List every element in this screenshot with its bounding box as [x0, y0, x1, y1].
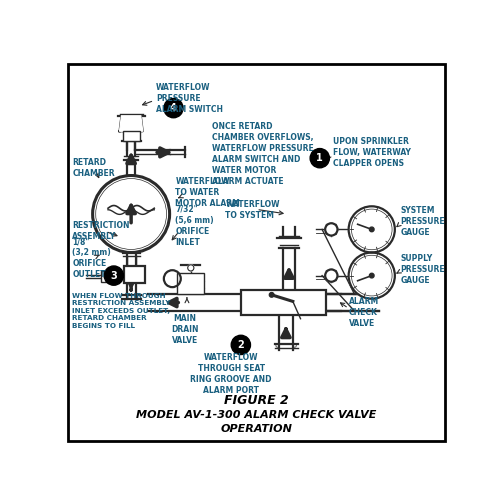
- Circle shape: [231, 336, 250, 354]
- Text: FIGURE 2: FIGURE 2: [224, 394, 288, 407]
- Text: 3: 3: [110, 270, 117, 280]
- Bar: [124, 266, 146, 283]
- Text: 7/32"
(5,6 mm)
ORIFICE
INLET: 7/32" (5,6 mm) ORIFICE INLET: [176, 204, 214, 246]
- Circle shape: [370, 227, 374, 232]
- Polygon shape: [120, 116, 142, 131]
- Text: OPERATION: OPERATION: [220, 424, 292, 434]
- Bar: [178, 273, 204, 294]
- Text: 1: 1: [316, 153, 323, 163]
- Text: 4: 4: [170, 103, 177, 113]
- Circle shape: [325, 223, 338, 235]
- Text: WATERFLOW
PRESSURE
ALARM SWITCH: WATERFLOW PRESSURE ALARM SWITCH: [156, 83, 223, 114]
- Circle shape: [188, 265, 194, 271]
- Text: WHEN FLOW THROUGH
RESTRICTION ASSEMBLY
INLET EXCEEDS OUTLET,
RETARD CHAMBER
BEGI: WHEN FLOW THROUGH RESTRICTION ASSEMBLY I…: [72, 293, 170, 329]
- Text: UPON SPRINKLER
FLOW, WATERWAY
CLAPPER OPENS: UPON SPRINKLER FLOW, WATERWAY CLAPPER OP…: [333, 137, 411, 168]
- Text: ONCE RETARD
CHAMBER OVERFLOWS,
WATERFLOW PRESSURE
ALARM SWITCH AND
WATER MOTOR
A: ONCE RETARD CHAMBER OVERFLOWS, WATERFLOW…: [212, 122, 314, 186]
- Bar: [241, 290, 326, 315]
- Circle shape: [348, 206, 395, 252]
- Text: WATERFLOW
TO SYSTEM: WATERFLOW TO SYSTEM: [226, 200, 280, 220]
- Circle shape: [270, 292, 274, 297]
- Circle shape: [104, 266, 124, 285]
- Circle shape: [348, 252, 395, 298]
- Circle shape: [325, 270, 338, 282]
- Circle shape: [164, 270, 181, 287]
- Text: WATERFLOW
TO WATER
MOTOR ALARM: WATERFLOW TO WATER MOTOR ALARM: [176, 177, 240, 208]
- Text: RESTRICTION
ASSEMBLY: RESTRICTION ASSEMBLY: [72, 222, 130, 242]
- Text: ALARM
CHECK
VALVE: ALARM CHECK VALVE: [348, 296, 379, 328]
- Text: MAIN
DRAIN
VALVE: MAIN DRAIN VALVE: [172, 314, 199, 346]
- Text: RETARD
CHAMBER: RETARD CHAMBER: [72, 158, 115, 178]
- Text: MODEL AV-1-300 ALARM CHECK VALVE: MODEL AV-1-300 ALARM CHECK VALVE: [136, 410, 376, 420]
- Text: WATERFLOW
THROUGH SEAT
RING GROOVE AND
ALARM PORT: WATERFLOW THROUGH SEAT RING GROOVE AND A…: [190, 352, 272, 395]
- Bar: [122, 131, 140, 141]
- Text: 1/8"
(3,2 mm)
ORIFICE
OUTLET: 1/8" (3,2 mm) ORIFICE OUTLET: [72, 237, 111, 280]
- Text: 2: 2: [238, 340, 244, 350]
- Text: SYSTEM
PRESSURE
GAUGE: SYSTEM PRESSURE GAUGE: [400, 206, 446, 238]
- Text: SUPPLY
PRESSURE
GAUGE: SUPPLY PRESSURE GAUGE: [400, 254, 446, 286]
- Bar: [101, 271, 109, 281]
- Circle shape: [310, 148, 330, 168]
- Circle shape: [164, 98, 183, 117]
- Circle shape: [370, 274, 374, 278]
